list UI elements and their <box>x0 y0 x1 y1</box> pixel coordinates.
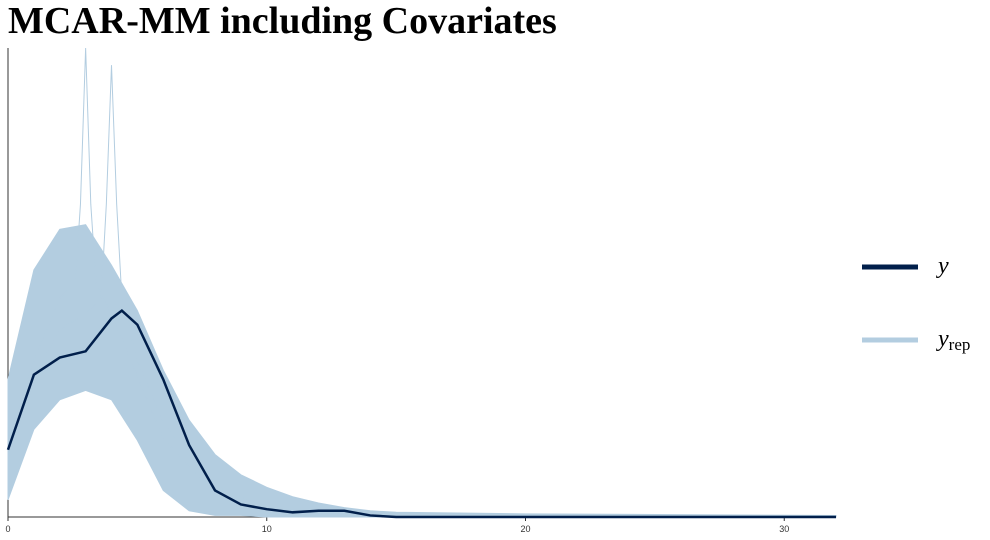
legend-label: yrep <box>936 326 970 354</box>
yrep-draw <box>7 47 397 518</box>
x-tick-label: 30 <box>779 524 789 534</box>
yrep-band <box>7 224 837 518</box>
chart-title: MCAR-MM including Covariates <box>8 0 557 42</box>
legend-subscript: rep <box>949 335 971 354</box>
x-tick-label: 0 <box>5 524 10 534</box>
legend-name: y <box>936 253 949 279</box>
legend-name: y <box>936 326 949 352</box>
legend-label: y <box>936 253 949 279</box>
x-tick-label: 10 <box>262 524 272 534</box>
x-tick-label: 20 <box>520 524 530 534</box>
y-line <box>6 309 836 519</box>
